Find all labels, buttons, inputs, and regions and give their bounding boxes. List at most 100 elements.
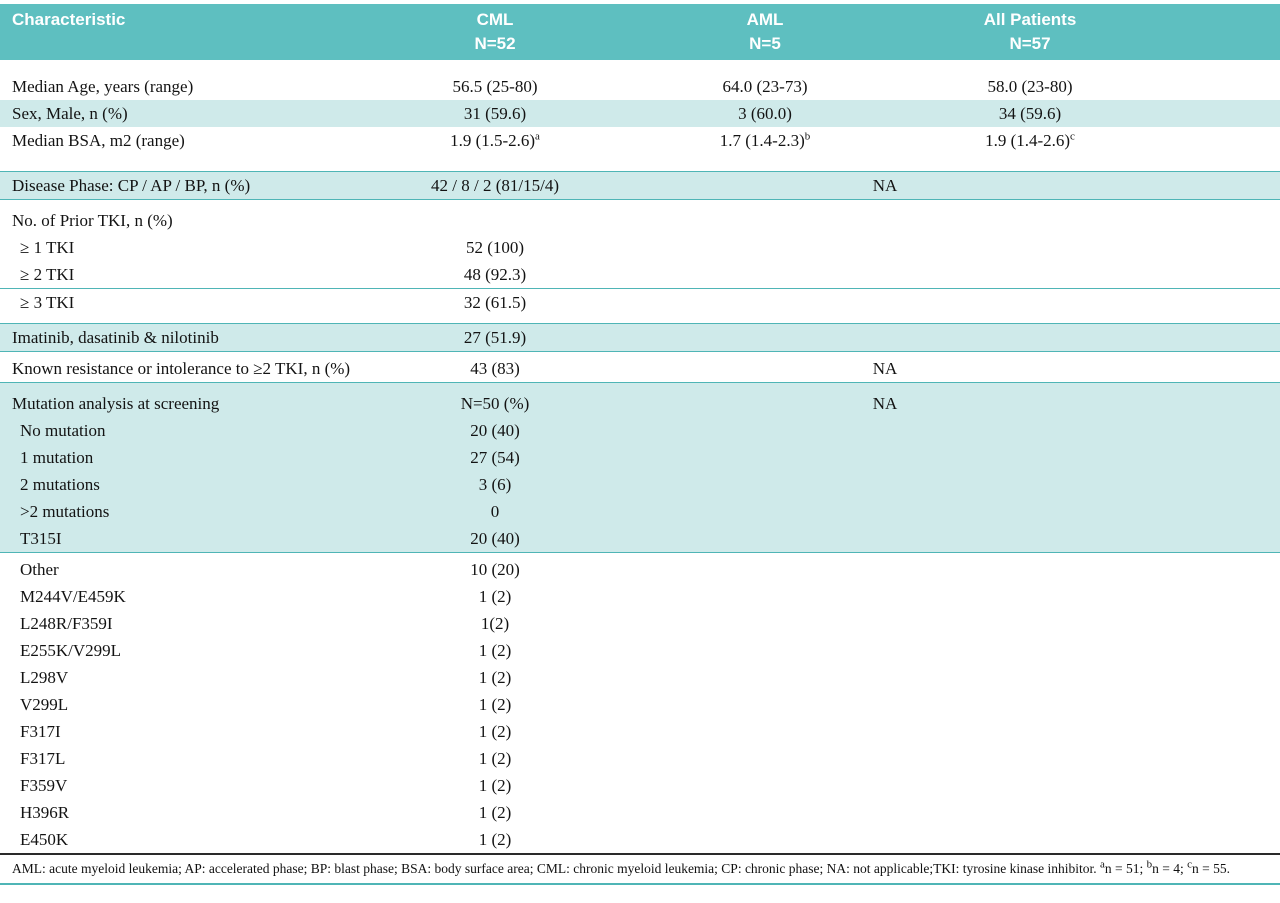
patient-characteristics-table: Characteristic CML N=52 AML N=5 All Pati…: [0, 4, 1280, 853]
all-patients-cell: 1.9 (1.4-2.6)c: [910, 127, 1150, 172]
table-row: Sex, Male, n (%) 31 (59.6) 3 (60.0) 34 (…: [0, 100, 1280, 127]
all-patients-cell: 34 (59.6): [910, 100, 1150, 127]
cml-cell: 43 (83): [370, 351, 620, 383]
table-row: ≥ 1 TKI 52 (100): [0, 234, 1280, 261]
cml-cell: [370, 199, 620, 234]
all-patients-cell: [910, 444, 1150, 471]
aml-cell: [620, 772, 910, 799]
cml-cell: 20 (40): [370, 417, 620, 444]
aml-cell: [620, 444, 910, 471]
all-patients-cell: [910, 610, 1150, 637]
cml-cell: 1 (2): [370, 691, 620, 718]
characteristic-cell: No. of Prior TKI, n (%): [0, 199, 370, 234]
header-row: Characteristic CML N=52 AML N=5 All Pati…: [0, 4, 1280, 60]
cml-cell: 1 (2): [370, 799, 620, 826]
cml-cell: 1 (2): [370, 772, 620, 799]
all-patients-cell: [910, 552, 1150, 583]
characteristic-cell: Disease Phase: CP / AP / BP, n (%): [0, 171, 370, 200]
table-row: ≥ 3 TKI 32 (61.5): [0, 288, 1280, 324]
aml-cell: [620, 498, 910, 525]
cml-cell: 20 (40): [370, 525, 620, 553]
all-patients-cell: 58.0 (23-80): [910, 60, 1150, 100]
footnote-marker-b: b: [804, 130, 811, 143]
characteristic-cell: F317I: [0, 718, 370, 745]
table-row: >2 mutations 0: [0, 498, 1280, 525]
footnote-marker-c: c: [1070, 130, 1075, 143]
table-row: E255K/V299L 1 (2): [0, 637, 1280, 664]
aml-cell: [620, 583, 910, 610]
cml-cell: 0: [370, 498, 620, 525]
all-patients-cell: [910, 772, 1150, 799]
footnote-sup-c: c: [1187, 858, 1193, 871]
header-filler: [1150, 4, 1280, 60]
footnote-marker-a: a: [535, 130, 540, 143]
cml-cell: 1 (2): [370, 664, 620, 691]
characteristic-cell: H396R: [0, 799, 370, 826]
all-patients-cell: [910, 417, 1150, 444]
characteristic-cell: M244V/E459K: [0, 583, 370, 610]
cml-cell: 1 (2): [370, 718, 620, 745]
table-row: E450K 1 (2): [0, 826, 1280, 853]
aml-cell: [620, 745, 910, 772]
table-row: 1 mutation 27 (54): [0, 444, 1280, 471]
na-cell: NA: [620, 171, 1150, 200]
header-all-patients-label: All Patients: [983, 10, 1077, 29]
header-characteristic: Characteristic: [0, 4, 370, 60]
header-aml-label: AML: [746, 10, 784, 29]
all-patients-cell: [910, 718, 1150, 745]
table-row: No mutation 20 (40): [0, 417, 1280, 444]
aml-cell: [620, 323, 910, 352]
all-patients-cell: [910, 323, 1150, 352]
table-row: L298V 1 (2): [0, 664, 1280, 691]
table-row: Disease Phase: CP / AP / BP, n (%) 42 / …: [0, 171, 1280, 200]
characteristic-cell: Median BSA, m2 (range): [0, 127, 370, 172]
cml-cell: 1 (2): [370, 583, 620, 610]
characteristic-cell: ≥ 2 TKI: [0, 261, 370, 289]
cml-cell: 56.5 (25-80): [370, 60, 620, 100]
characteristic-cell: F317L: [0, 745, 370, 772]
table-row: No. of Prior TKI, n (%): [0, 199, 1280, 234]
characteristic-cell: E255K/V299L: [0, 637, 370, 664]
na-cell: NA: [620, 382, 1150, 417]
aml-cell: 64.0 (23-73): [620, 60, 910, 100]
aml-cell: [620, 664, 910, 691]
cml-cell: N=50 (%): [370, 382, 620, 417]
table-row: Median Age, years (range) 56.5 (25-80) 6…: [0, 60, 1280, 100]
aml-cell: 3 (60.0): [620, 100, 910, 127]
all-patients-cell: [910, 471, 1150, 498]
aml-cell: [620, 718, 910, 745]
characteristic-cell: No mutation: [0, 417, 370, 444]
table-row: V299L 1 (2): [0, 691, 1280, 718]
characteristic-cell: 1 mutation: [0, 444, 370, 471]
characteristic-cell: ≥ 3 TKI: [0, 288, 370, 324]
aml-cell: [620, 288, 910, 324]
table-row: F317L 1 (2): [0, 745, 1280, 772]
characteristic-cell: Mutation analysis at screening: [0, 382, 370, 417]
all-patients-cell: [910, 691, 1150, 718]
all-patients-cell: [910, 525, 1150, 553]
cml-cell: 48 (92.3): [370, 261, 620, 289]
header-all-patients-n: N=57: [1009, 34, 1051, 53]
aml-cell: [620, 799, 910, 826]
characteristic-cell: E450K: [0, 826, 370, 853]
cml-cell: 10 (20): [370, 552, 620, 583]
characteristic-cell: F359V: [0, 772, 370, 799]
header-cml-label: CML: [476, 10, 514, 29]
cml-cell: 32 (61.5): [370, 288, 620, 324]
aml-cell: [620, 471, 910, 498]
footnote-sup-b: b: [1146, 858, 1153, 871]
aml-cell: 1.7 (1.4-2.3)b: [620, 127, 910, 172]
characteristic-cell: >2 mutations: [0, 498, 370, 525]
characteristic-cell: L248R/F359I: [0, 610, 370, 637]
table-row: Mutation analysis at screening N=50 (%) …: [0, 382, 1280, 417]
all-patients-cell: [910, 199, 1150, 234]
cml-cell: 31 (59.6): [370, 100, 620, 127]
characteristic-cell: Median Age, years (range): [0, 60, 370, 100]
all-patients-cell: [910, 637, 1150, 664]
header-cml-n: N=52: [474, 34, 516, 53]
all-patients-cell: [910, 288, 1150, 324]
table-row: F317I 1 (2): [0, 718, 1280, 745]
characteristic-cell: L298V: [0, 664, 370, 691]
cml-cell: 52 (100): [370, 234, 620, 261]
aml-cell: [620, 525, 910, 553]
